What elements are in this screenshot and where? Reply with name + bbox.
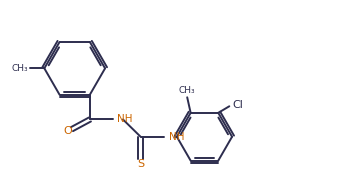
Text: CH₃: CH₃ <box>179 85 196 95</box>
Text: NH: NH <box>117 115 132 125</box>
Text: Cl: Cl <box>233 100 244 110</box>
Text: S: S <box>137 159 144 169</box>
Text: CH₃: CH₃ <box>11 64 28 73</box>
Text: O: O <box>63 126 72 136</box>
Text: NH: NH <box>169 132 184 142</box>
